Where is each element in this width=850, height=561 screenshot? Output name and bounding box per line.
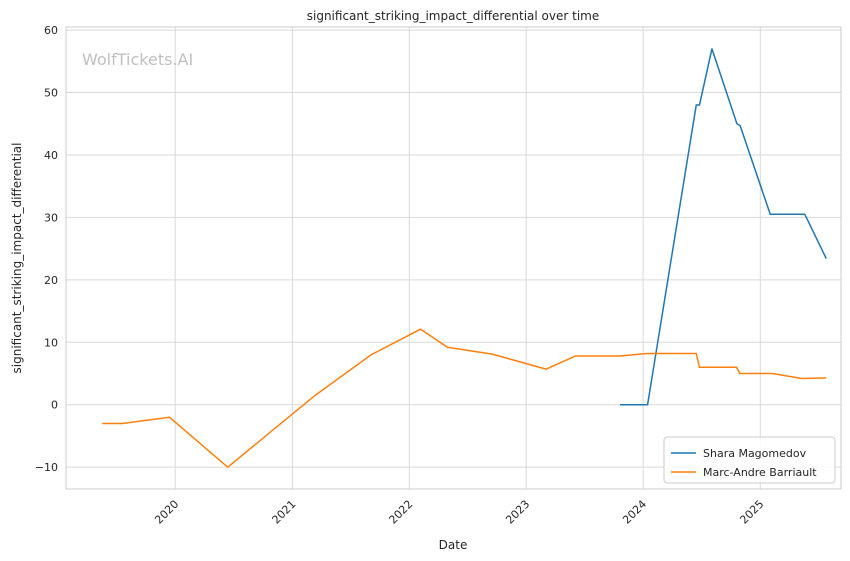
series-line-marc-andre-barriault xyxy=(102,328,827,468)
legend-label-marc-andre-barriault: Marc-Andre Barriault xyxy=(703,466,817,479)
y-tick-label-50: 50 xyxy=(44,87,58,100)
x-tick-label-2022: 2022 xyxy=(386,498,415,527)
plot-area xyxy=(65,26,842,490)
x-tick-label-2020: 2020 xyxy=(152,498,181,527)
y-tick-label-30: 30 xyxy=(44,211,58,224)
y-tick-label-0: 0 xyxy=(51,399,58,412)
series-line-shara-magomedov xyxy=(620,48,827,406)
legend-box xyxy=(663,436,836,484)
watermark: WolfTickets.AI xyxy=(82,50,193,69)
legend: Shara Magomedov Marc-Andre Barriault xyxy=(663,436,836,484)
chart-title: significant_striking_impact_differential… xyxy=(307,9,599,23)
x-tick-label-2023: 2023 xyxy=(503,498,532,527)
y-axis-title: significant_striking_impact_differential xyxy=(10,143,24,374)
y-axis-ticks: −10 0 10 20 30 40 50 60 xyxy=(35,24,58,474)
x-tick-label-2025: 2025 xyxy=(737,498,766,527)
legend-label-shara-magomedov: Shara Magomedov xyxy=(703,447,807,460)
x-axis-title: Date xyxy=(439,538,468,552)
y-tick-label-40: 40 xyxy=(44,149,58,162)
series-lines xyxy=(102,48,827,468)
y-tick-label-20: 20 xyxy=(44,274,58,287)
y-tick-label-10: 10 xyxy=(44,336,58,349)
y-tick-label-10: −10 xyxy=(35,461,58,474)
x-tick-label-2021: 2021 xyxy=(270,498,299,527)
y-tick-label-60: 60 xyxy=(44,24,58,37)
x-tick-label-2024: 2024 xyxy=(620,498,649,527)
grid xyxy=(66,27,841,489)
x-axis-ticks: 2020 2021 2022 2023 2024 2025 xyxy=(152,498,766,527)
